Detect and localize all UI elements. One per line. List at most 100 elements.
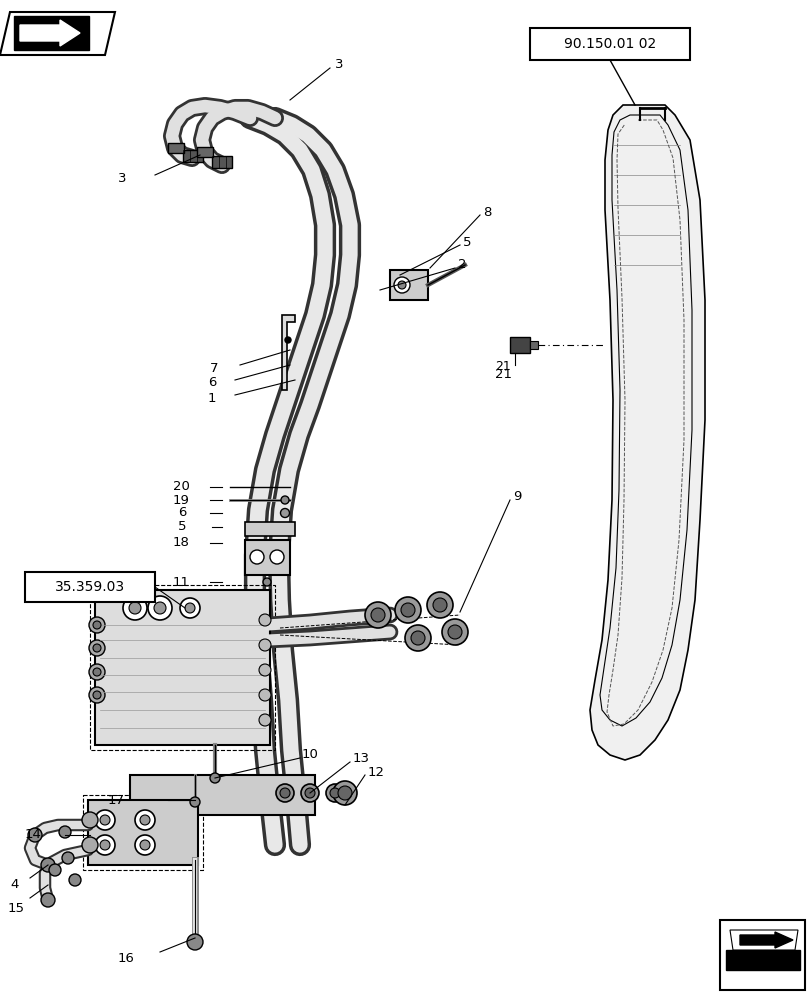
Bar [182, 150, 203, 162]
Text: 5: 5 [178, 520, 187, 534]
Text: 90.150.01 02: 90.150.01 02 [563, 37, 655, 51]
Text: 6: 6 [178, 506, 187, 520]
Circle shape [82, 837, 98, 853]
Circle shape [62, 852, 74, 864]
Circle shape [259, 614, 271, 626]
Circle shape [270, 550, 284, 564]
Text: 11: 11 [173, 576, 190, 588]
Circle shape [122, 596, 147, 620]
Circle shape [93, 668, 101, 676]
Bar [530, 341, 538, 349]
Circle shape [89, 687, 105, 703]
Circle shape [250, 550, 264, 564]
Polygon shape [20, 20, 80, 46]
Circle shape [89, 664, 105, 680]
Circle shape [337, 786, 351, 800]
Text: 15: 15 [8, 902, 25, 914]
Bar [88, 800, 198, 865]
Text: 19: 19 [173, 493, 190, 506]
Bar [509, 337, 530, 353]
Circle shape [41, 893, 55, 907]
Circle shape [135, 835, 155, 855]
Polygon shape [0, 12, 115, 55]
Text: 4: 4 [10, 879, 19, 892]
Text: 3: 3 [335, 58, 343, 72]
Circle shape [405, 625, 431, 651]
Circle shape [190, 797, 200, 807]
Text: 18: 18 [173, 536, 190, 550]
Text: 6: 6 [208, 376, 216, 389]
Circle shape [49, 864, 61, 876]
Circle shape [280, 508, 290, 518]
Circle shape [89, 617, 105, 633]
Polygon shape [729, 930, 797, 950]
Circle shape [259, 664, 271, 676]
Text: 3: 3 [118, 172, 127, 184]
Circle shape [394, 597, 420, 623]
Circle shape [365, 602, 391, 628]
Circle shape [301, 784, 319, 802]
Circle shape [263, 578, 271, 586]
Circle shape [441, 619, 467, 645]
Bar [25, 572, 155, 602]
Bar [719, 920, 804, 990]
Circle shape [89, 640, 105, 656]
Circle shape [305, 788, 315, 798]
Circle shape [371, 608, 384, 622]
Circle shape [333, 781, 357, 805]
Circle shape [259, 714, 271, 726]
Bar [389, 270, 427, 300]
Circle shape [59, 826, 71, 838]
Circle shape [95, 835, 115, 855]
Circle shape [139, 840, 150, 850]
Circle shape [280, 788, 290, 798]
Text: 1: 1 [208, 391, 217, 404]
Circle shape [410, 631, 424, 645]
Text: 17: 17 [108, 794, 125, 806]
Bar [95, 590, 270, 745]
Circle shape [259, 639, 271, 651]
Circle shape [185, 603, 195, 613]
Circle shape [100, 815, 109, 825]
Bar [245, 540, 290, 575]
Text: 9: 9 [513, 490, 521, 504]
Circle shape [401, 603, 414, 617]
Circle shape [187, 934, 203, 950]
Bar [212, 156, 232, 168]
Circle shape [285, 337, 290, 343]
Circle shape [93, 691, 101, 699]
Circle shape [325, 784, 344, 802]
Circle shape [397, 281, 406, 289]
Text: 10: 10 [302, 748, 319, 762]
Text: 35.359.03: 35.359.03 [55, 580, 125, 594]
Circle shape [276, 784, 294, 802]
Bar [168, 143, 184, 153]
Circle shape [281, 496, 289, 504]
Circle shape [148, 596, 172, 620]
Bar [245, 522, 294, 536]
Circle shape [210, 773, 220, 783]
Circle shape [129, 602, 141, 614]
Text: 7: 7 [210, 361, 218, 374]
Bar [14, 16, 89, 50]
Bar [197, 147, 212, 157]
Text: 8: 8 [483, 206, 491, 219]
Circle shape [393, 277, 410, 293]
Bar [130, 775, 315, 815]
Text: 20: 20 [173, 481, 190, 493]
Circle shape [448, 625, 461, 639]
Text: 13: 13 [353, 752, 370, 766]
Text: 21: 21 [495, 360, 510, 373]
Text: 14: 14 [25, 828, 42, 842]
Circle shape [69, 874, 81, 886]
Circle shape [93, 621, 101, 629]
Bar [83, 795, 203, 870]
Circle shape [41, 858, 55, 872]
Text: 5: 5 [462, 235, 471, 248]
Text: 21: 21 [495, 368, 512, 381]
Circle shape [139, 815, 150, 825]
Polygon shape [281, 315, 294, 390]
Circle shape [100, 840, 109, 850]
Circle shape [28, 828, 42, 842]
Circle shape [82, 812, 98, 828]
